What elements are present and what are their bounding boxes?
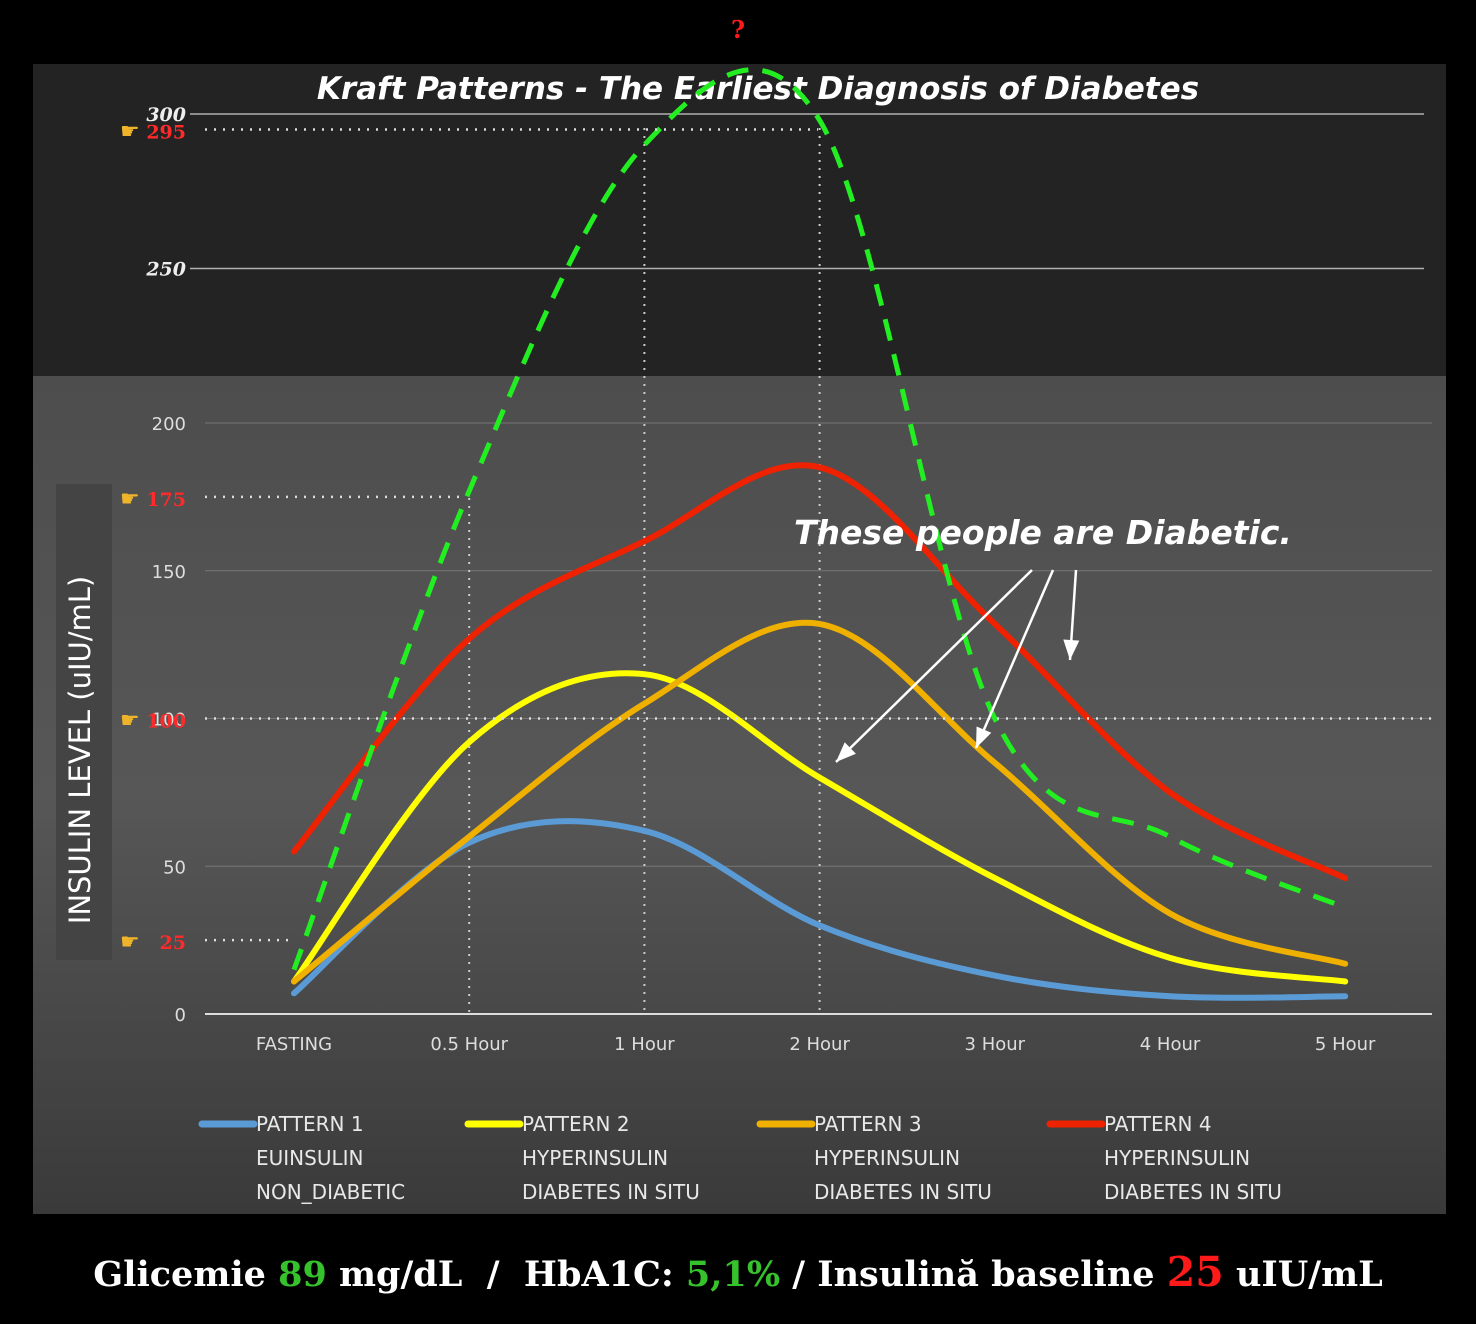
y-tick-label: 150: [152, 562, 186, 583]
legend-text: EUINSULIN: [256, 1146, 363, 1170]
legend-text: HYPERINSULIN: [814, 1146, 960, 1170]
y-axis-label: INSULIN LEVEL (uIU/mL): [63, 576, 97, 924]
legend-text: PATTERN 4: [1104, 1112, 1212, 1136]
peak-question-mark: ?: [731, 15, 745, 44]
legend-text: PATTERN 2: [522, 1112, 630, 1136]
arrow-head-icon: [1063, 639, 1080, 660]
y-tick-label: 300: [146, 104, 186, 126]
chart-title: Kraft Patterns - The Earliest Diagnosis …: [317, 71, 1199, 107]
footer-unit: uIU/mL: [1223, 1254, 1383, 1295]
marker-value-label: 175: [146, 489, 186, 511]
diabetic-annotation: These people are Diabetic.: [794, 513, 1292, 552]
y-tick-label: 100: [152, 710, 186, 731]
marker-value-label: 100: [146, 711, 186, 733]
x-tick-label: FASTING: [256, 1034, 332, 1055]
arrow-head-icon: [976, 726, 992, 748]
legend-text: DIABETES IN SITU: [814, 1180, 992, 1204]
arrow-head-icon: [836, 742, 856, 762]
legend-text: DIABETES IN SITU: [1104, 1180, 1282, 1204]
y-tick-label: 50: [163, 857, 186, 878]
y-tick-label: 200: [152, 414, 186, 435]
footer-summary: Glicemie 89 mg/dL / HbA1C: 5,1% / Insuli…: [0, 1248, 1476, 1296]
legend-text: DIABETES IN SITU: [522, 1180, 700, 1204]
legend-text: PATTERN 1: [256, 1112, 364, 1136]
insulin-baseline-value: 25: [1166, 1248, 1224, 1296]
hba1c-value: 5,1%: [685, 1254, 781, 1295]
footer-insulin-label: / Insulină baseline: [780, 1254, 1167, 1295]
x-tick-label: 2 Hour: [789, 1034, 850, 1055]
legend-text: NON_DIABETIC: [256, 1180, 405, 1204]
y-tick-label: 250: [145, 259, 186, 281]
pointing-hand-icon: ☛: [120, 930, 140, 955]
pointing-hand-icon: ☛: [120, 709, 140, 734]
marker-value-label: 25: [160, 932, 186, 954]
footer-glucose-label: Glicemie: [93, 1254, 279, 1295]
upper-plot-background: [33, 64, 1446, 376]
arrow-line: [835, 569, 1033, 763]
insulin-chart: INSULIN LEVEL (uIU/mL) Kraft Patterns - …: [33, 15, 1446, 1214]
pointing-hand-icon: ☛: [120, 119, 140, 144]
legend-text: HYPERINSULIN: [1104, 1146, 1250, 1170]
x-tick-label: 1 Hour: [614, 1034, 675, 1055]
glucose-value: 89: [278, 1254, 327, 1295]
dashed-overlay-line: [291, 67, 1347, 971]
legend-text: PATTERN 3: [814, 1112, 922, 1136]
footer-hba1c-label: mg/dL / HbA1C:: [326, 1254, 686, 1295]
x-tick-label: 0.5 Hour: [430, 1034, 508, 1055]
x-tick-label: 5 Hour: [1315, 1034, 1376, 1055]
pointing-hand-icon: ☛: [120, 487, 140, 512]
x-tick-label: 3 Hour: [965, 1034, 1026, 1055]
x-tick-label: 4 Hour: [1140, 1034, 1201, 1055]
ylabel-panel: [56, 484, 112, 960]
lower-plot-background: [33, 376, 1446, 1214]
series-line: [291, 670, 1349, 985]
y-tick-label: 0: [175, 1005, 186, 1026]
legend-text: HYPERINSULIN: [522, 1146, 668, 1170]
arrow-line: [974, 569, 1055, 749]
marker-value-label: 295: [146, 121, 186, 143]
